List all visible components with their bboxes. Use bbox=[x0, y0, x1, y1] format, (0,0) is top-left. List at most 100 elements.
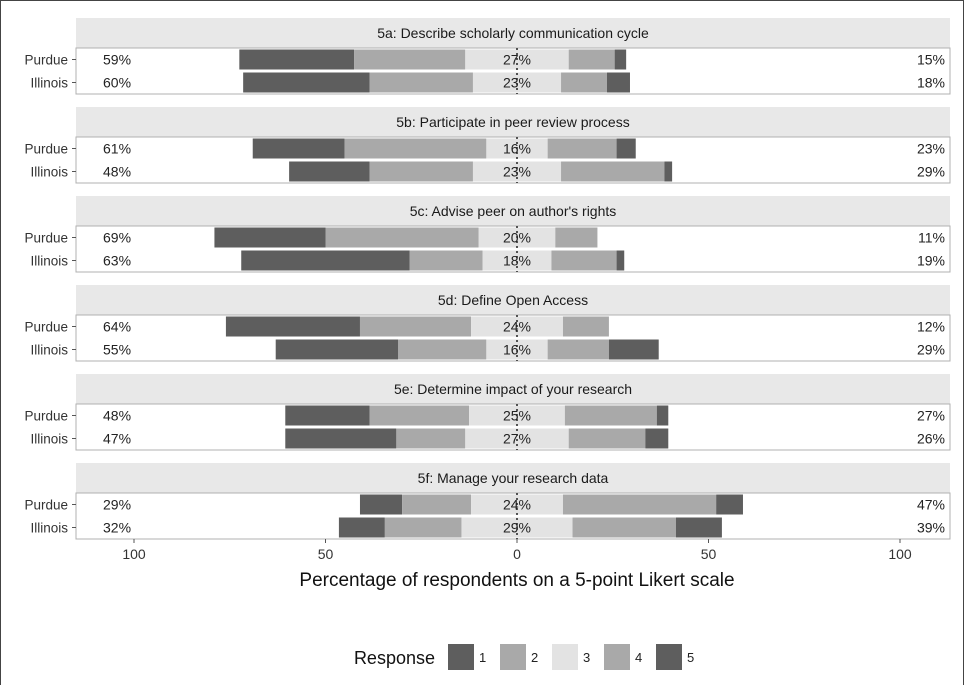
legend-label: 3 bbox=[583, 650, 590, 665]
legend-label: 5 bbox=[687, 650, 694, 665]
bar-segment-response-3 bbox=[472, 72, 562, 93]
bar-segment-response-1 bbox=[275, 339, 399, 360]
bar-segment-response-2 bbox=[409, 250, 483, 271]
legend-swatch-3 bbox=[552, 644, 578, 670]
bar-segment-response-4 bbox=[572, 517, 676, 538]
bar-segment-response-4 bbox=[564, 405, 657, 426]
low-percent-label: 48% bbox=[103, 408, 131, 424]
bar-segment-response-1 bbox=[338, 517, 385, 538]
panel-strip bbox=[76, 374, 950, 404]
panel-strip bbox=[76, 285, 950, 315]
bar-segment-response-2 bbox=[344, 138, 487, 159]
panel-title: 5b: Participate in peer review process bbox=[396, 114, 629, 130]
bar-segment-response-4 bbox=[562, 494, 717, 515]
panel-strip bbox=[76, 107, 950, 137]
low-percent-label: 48% bbox=[103, 164, 131, 180]
panel-strip bbox=[76, 463, 950, 493]
row-label: Illinois bbox=[30, 343, 68, 358]
row-label: Purdue bbox=[24, 53, 68, 68]
bar-segment-response-4 bbox=[551, 250, 617, 271]
legend-swatch-1 bbox=[448, 644, 474, 670]
bar-segment-response-4 bbox=[547, 339, 609, 360]
high-percent-label: 12% bbox=[917, 319, 945, 335]
low-percent-label: 47% bbox=[103, 431, 131, 447]
row-label: Purdue bbox=[24, 409, 68, 424]
row-label: Illinois bbox=[30, 432, 68, 447]
neutral-percent-label: 23% bbox=[503, 75, 531, 91]
bar-segment-response-1 bbox=[225, 316, 360, 337]
bar-segment-response-2 bbox=[369, 161, 473, 182]
panel-title: 5e: Determine impact of your research bbox=[394, 381, 632, 397]
bar-segment-response-1 bbox=[239, 49, 355, 70]
high-percent-label: 26% bbox=[917, 431, 945, 447]
neutral-percent-label: 29% bbox=[503, 520, 531, 536]
legend-label: 2 bbox=[531, 650, 538, 665]
legend-label: 4 bbox=[635, 650, 642, 665]
bar-segment-response-5 bbox=[656, 405, 669, 426]
row-label: Illinois bbox=[30, 165, 68, 180]
bar-segment-response-4 bbox=[568, 428, 646, 449]
bar-segment-response-3 bbox=[465, 428, 569, 449]
high-percent-label: 15% bbox=[917, 52, 945, 68]
row-label: Purdue bbox=[24, 498, 68, 513]
high-percent-label: 47% bbox=[917, 497, 945, 513]
bar-segment-response-4 bbox=[547, 138, 617, 159]
bar-segment-response-4 bbox=[568, 49, 615, 70]
bar-segment-response-5 bbox=[664, 161, 673, 182]
low-percent-label: 64% bbox=[103, 319, 131, 335]
bar-segment-response-5 bbox=[616, 250, 625, 271]
bar-segment-response-1 bbox=[243, 72, 370, 93]
x-tick-label: 100 bbox=[122, 546, 146, 562]
low-percent-label: 63% bbox=[103, 253, 131, 269]
high-percent-label: 18% bbox=[917, 75, 945, 91]
row-label: Purdue bbox=[24, 142, 68, 157]
bar-segment-response-5 bbox=[716, 494, 743, 515]
panel-strip bbox=[76, 196, 950, 226]
high-percent-label: 39% bbox=[917, 520, 945, 536]
bar-segment-response-1 bbox=[285, 428, 397, 449]
legend-label: 1 bbox=[479, 650, 486, 665]
row-label: Illinois bbox=[30, 76, 68, 91]
high-percent-label: 27% bbox=[917, 408, 945, 424]
bar-segment-response-1 bbox=[285, 405, 370, 426]
bar-segment-response-3 bbox=[461, 517, 573, 538]
bar-segment-response-4 bbox=[555, 227, 598, 248]
bar-segment-response-5 bbox=[608, 339, 659, 360]
neutral-percent-label: 27% bbox=[503, 431, 531, 447]
panel-strip bbox=[76, 18, 950, 48]
bar-segment-response-2 bbox=[325, 227, 479, 248]
x-tick-label: 50 bbox=[318, 546, 334, 562]
legend-swatch-2 bbox=[500, 644, 526, 670]
row-label: Purdue bbox=[24, 231, 68, 246]
bar-segment-response-4 bbox=[561, 161, 665, 182]
bar-segment-response-2 bbox=[398, 339, 487, 360]
bar-segment-response-3 bbox=[486, 339, 548, 360]
bar-segment-response-2 bbox=[369, 405, 470, 426]
x-axis-title: Percentage of respondents on a 5-point L… bbox=[299, 570, 734, 591]
x-tick-label: 100 bbox=[888, 546, 912, 562]
high-percent-label: 19% bbox=[917, 253, 945, 269]
low-percent-label: 59% bbox=[103, 52, 131, 68]
bar-segment-response-5 bbox=[614, 49, 627, 70]
row-label: Purdue bbox=[24, 320, 68, 335]
panel-title: 5c: Advise peer on author's rights bbox=[410, 203, 617, 219]
bar-segment-response-2 bbox=[354, 49, 466, 70]
row-label: Illinois bbox=[30, 254, 68, 269]
bar-segment-response-1 bbox=[289, 161, 370, 182]
bar-segment-response-2 bbox=[369, 72, 473, 93]
bar-segment-response-5 bbox=[645, 428, 669, 449]
bar-segment-response-3 bbox=[472, 161, 562, 182]
bar-segment-response-2 bbox=[359, 316, 472, 337]
row-label: Illinois bbox=[30, 521, 68, 536]
panel-title: 5f: Manage your research data bbox=[418, 470, 609, 486]
neutral-percent-label: 16% bbox=[503, 342, 531, 358]
neutral-percent-label: 23% bbox=[503, 164, 531, 180]
bar-segment-response-1 bbox=[359, 494, 403, 515]
bar-segment-response-2 bbox=[396, 428, 466, 449]
high-percent-label: 11% bbox=[918, 230, 945, 246]
neutral-percent-label: 18% bbox=[503, 253, 531, 269]
legend-swatch-4 bbox=[604, 644, 630, 670]
low-percent-label: 60% bbox=[103, 75, 131, 91]
